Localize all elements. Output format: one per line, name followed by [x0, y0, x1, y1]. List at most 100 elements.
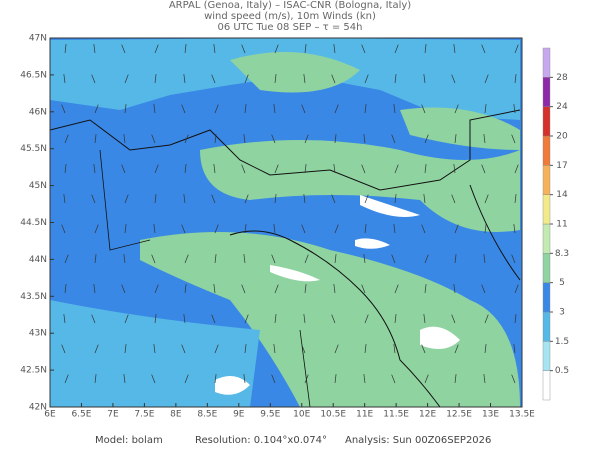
wind-barb [214, 344, 219, 354]
wind-barb [364, 224, 367, 234]
colorbar-segment [542, 165, 551, 195]
border [50, 109, 521, 191]
wind-barb [421, 344, 426, 354]
wind-barb [61, 224, 66, 234]
wind-barb [393, 344, 396, 354]
wind-barb [243, 374, 246, 384]
wind-barb [391, 134, 396, 144]
wind-barb [334, 134, 337, 144]
wind-barb [451, 74, 456, 84]
wind-barb [211, 314, 216, 324]
wind-barb [304, 254, 309, 264]
wind-barb [94, 224, 99, 234]
wind-barb [211, 194, 216, 204]
wind-barb [64, 134, 69, 144]
wind-barb [244, 194, 249, 204]
wind-barb [391, 374, 396, 384]
wind-barb [244, 74, 249, 84]
wind-barb [184, 134, 189, 144]
wind-barb [333, 44, 336, 54]
wind-barb [423, 314, 426, 324]
lat-label: 42N [29, 403, 47, 413]
wind-barb [154, 284, 159, 294]
wind-barb [361, 44, 366, 54]
wind-barb [273, 344, 276, 354]
lon-label: 9.5E [260, 410, 280, 420]
wind-barb [211, 74, 216, 84]
wind-barb [123, 254, 126, 264]
lat-label: 44N [29, 255, 47, 265]
wind-barb [213, 284, 216, 294]
wind-barb [64, 284, 67, 294]
lat-label: 43.5N [20, 292, 47, 302]
wind-barb [94, 344, 99, 354]
wind-barb [271, 254, 276, 264]
wind-barb [151, 134, 156, 144]
wind-barb [423, 194, 426, 204]
wind-barb [453, 44, 456, 54]
wind-barb [453, 164, 456, 174]
field-area [50, 38, 520, 120]
wind-barb [303, 314, 306, 324]
colorbar-label: 5 [559, 278, 565, 288]
wind-barb [363, 134, 366, 144]
wind-barb [394, 164, 399, 174]
wind-barb [244, 344, 247, 354]
colorbar-label: 8.3 [555, 249, 569, 259]
colorbar-label: 28 [556, 73, 568, 83]
wind-barb [454, 374, 457, 384]
wind-barb [424, 254, 429, 264]
wind-barb [394, 74, 397, 84]
lon-label: 8.5E [197, 410, 217, 420]
wind-barb [481, 164, 486, 174]
wind-barb [484, 224, 487, 234]
wind-barb [244, 104, 247, 114]
wind-barb [333, 284, 336, 294]
wind-barb [241, 284, 246, 294]
wind-barb [214, 254, 217, 264]
wind-barb [121, 284, 126, 294]
lat-label: 44.5N [20, 218, 47, 228]
wind-barb [334, 344, 339, 354]
wind-barb [271, 374, 276, 384]
header-line: ARPAL (Genoa, Italy) – ISAC-CNR (Bologna… [169, 0, 411, 11]
lon-label: 7E [107, 410, 119, 420]
lon-label: 10E [293, 410, 310, 420]
wind-barb [91, 314, 96, 324]
wind-barb [484, 104, 487, 114]
wind-barb [364, 194, 369, 204]
colorbar-segment [542, 223, 551, 254]
colorbar-segment [542, 106, 551, 137]
wind-barb [244, 314, 249, 324]
field-area [140, 232, 520, 407]
wind-barb [243, 254, 246, 264]
wind-barb [124, 314, 129, 324]
wind-barb [271, 134, 276, 144]
header-line: 06 UTC Tue 08 SEP – τ = 54h [218, 22, 363, 33]
wind-barb [153, 104, 156, 114]
lon-label: 11E [356, 410, 373, 420]
wind-barb [424, 44, 427, 54]
wind-barb [151, 254, 156, 264]
lat-label: 42.5N [20, 366, 47, 376]
wind-barb [123, 134, 126, 144]
lon-label: 6E [44, 410, 56, 420]
wind-barb [274, 74, 277, 84]
wind-barb [63, 314, 66, 324]
lat-label: 46.5N [20, 70, 47, 80]
wind-barb [514, 314, 517, 324]
colorbar-label: 1.5 [555, 337, 569, 347]
footer-model: Model: bolam [95, 435, 163, 446]
wind-barb [454, 104, 459, 114]
wind-barb [273, 104, 276, 114]
wind-barb [64, 374, 69, 384]
wind-barb [181, 344, 186, 354]
wind-barb [124, 104, 127, 114]
wind-barb [301, 224, 306, 234]
lat-label: 45N [29, 181, 47, 191]
wind-barb [424, 374, 429, 384]
wind-barb [184, 254, 189, 264]
wind-barb [183, 74, 186, 84]
lon-label: 12E [419, 410, 436, 420]
wind-barb [513, 224, 516, 234]
